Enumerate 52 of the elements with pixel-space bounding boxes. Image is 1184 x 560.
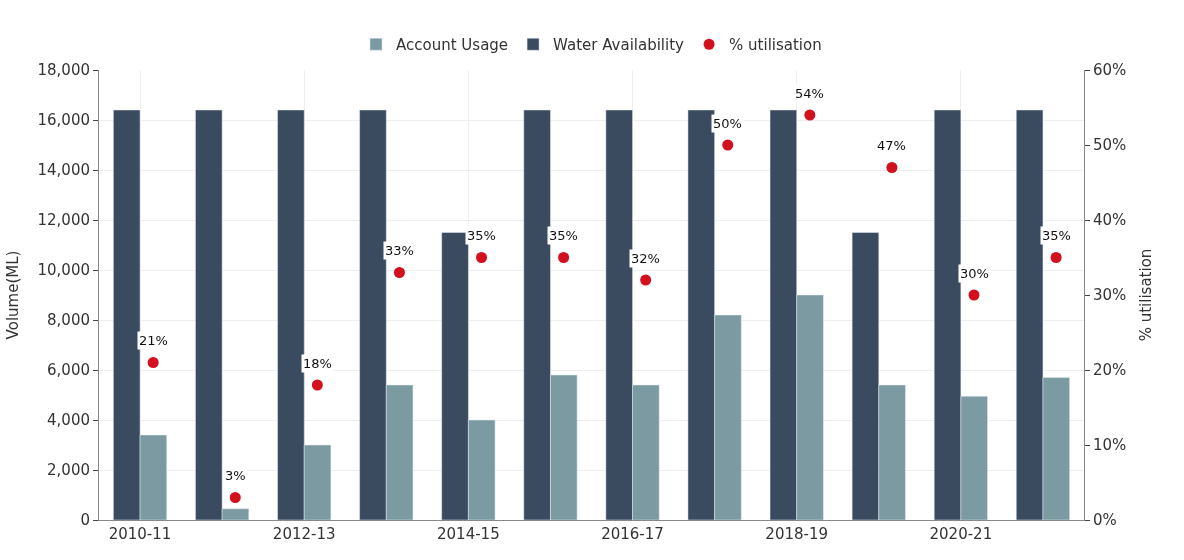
legend-label: Account Usage: [396, 36, 509, 55]
data-label: 50%: [713, 116, 742, 131]
y-tick-label: 18,000: [37, 61, 90, 80]
point: [804, 109, 816, 121]
data-label: 35%: [467, 228, 496, 243]
legend-label: % utilisation: [729, 36, 822, 55]
y-tick-label: 8,000: [47, 311, 90, 330]
y-tick-label: 14,000: [37, 161, 90, 180]
y-tick-label: 6,000: [47, 361, 90, 380]
point: [1050, 252, 1062, 263]
y2-axis-title: % utilisation: [1137, 248, 1156, 342]
point: [558, 252, 570, 263]
point: [640, 274, 652, 286]
point: [229, 492, 241, 503]
y2-tick-label: 60%: [1093, 61, 1127, 80]
y2-tick-label: 20%: [1093, 361, 1127, 380]
x-tick-label: 2020-21: [929, 525, 993, 543]
data-label: 30%: [960, 266, 989, 281]
y2-tick-label: 50%: [1093, 136, 1127, 155]
data-label: 32%: [631, 251, 660, 266]
data-label: 21%: [139, 333, 168, 348]
point: [886, 162, 898, 173]
y-tick-label: 4,000: [47, 411, 90, 430]
data-label: 35%: [1042, 228, 1071, 243]
y-tick-label: 10,000: [37, 261, 90, 280]
data-label: 35%: [549, 228, 578, 243]
x-tick-label: 2010-11: [108, 525, 172, 543]
data-label: 47%: [877, 138, 906, 153]
y2-tick-label: 0%: [1093, 511, 1117, 530]
point: [722, 139, 734, 151]
point: [968, 289, 980, 301]
y-tick-label: 2,000: [47, 461, 90, 480]
point: [476, 252, 488, 263]
data-label: 54%: [795, 86, 824, 101]
y2-tick-label: 30%: [1093, 286, 1127, 305]
x-tick-label: 2012-13: [272, 525, 336, 543]
y-tick-label: 16,000: [37, 111, 90, 130]
y2-tick-label: 10%: [1093, 436, 1127, 455]
x-tick-label: 2014-15: [437, 525, 500, 543]
y-tick-label: 12,000: [37, 211, 90, 230]
legend-label: Water Availability: [553, 36, 685, 55]
point: [147, 357, 159, 368]
data-label: 33%: [385, 243, 414, 258]
y2-tick-label: 40%: [1093, 211, 1127, 230]
x-tick-label: 2018-19: [765, 525, 829, 543]
point: [311, 379, 323, 391]
data-label: 18%: [303, 356, 332, 371]
point: [393, 267, 405, 278]
data-label: 3%: [225, 468, 246, 483]
y-tick-label: 0: [80, 511, 90, 530]
x-tick-label: 2016-17: [601, 525, 664, 543]
y-axis-title: Volume(ML): [3, 250, 22, 340]
